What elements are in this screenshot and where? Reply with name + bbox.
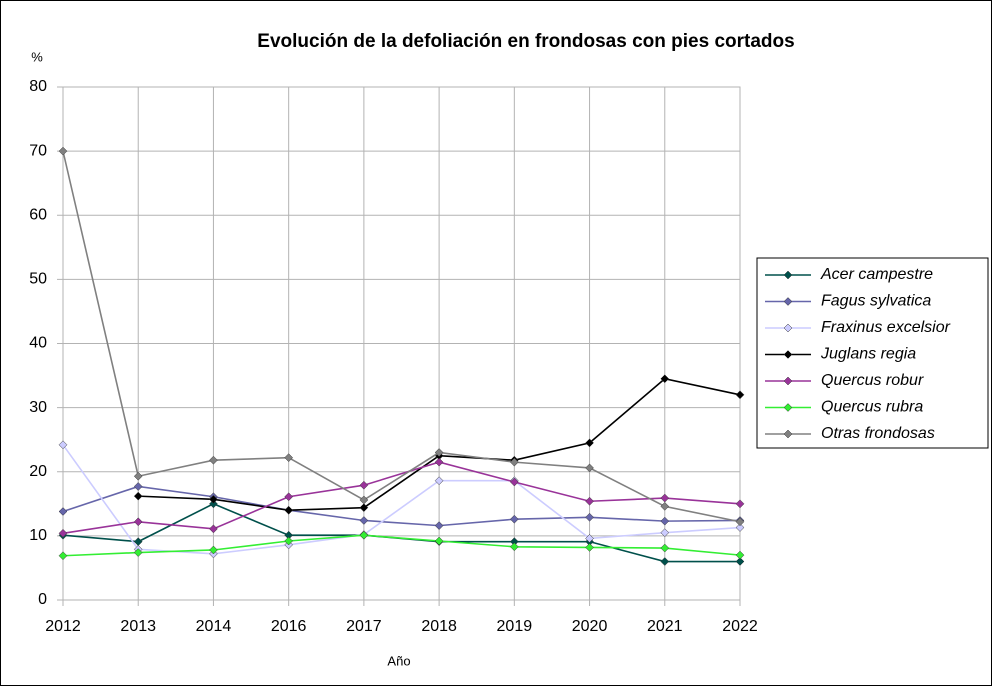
y-tick-label: 30 — [29, 399, 47, 416]
legend-label: Quercus robur — [821, 372, 924, 389]
series-line — [62, 485, 741, 527]
point — [660, 374, 670, 384]
x-tick-label: 2017 — [346, 618, 382, 635]
point — [209, 455, 218, 465]
point — [509, 457, 519, 467]
point — [133, 471, 143, 481]
point — [585, 543, 594, 552]
x-tick-label: 2020 — [572, 618, 608, 635]
point — [509, 477, 519, 487]
point — [660, 543, 670, 553]
x-tick-label: 2012 — [45, 618, 81, 635]
point — [660, 502, 670, 511]
point — [359, 495, 369, 505]
y-tick-label: 60 — [29, 206, 47, 223]
point — [284, 536, 294, 546]
point — [660, 528, 670, 538]
point — [284, 505, 294, 515]
series-line — [62, 150, 741, 523]
y-tick-label: 80 — [29, 78, 47, 95]
y-tick-label: 70 — [29, 142, 47, 159]
point — [585, 438, 594, 448]
x-tick-label: 2014 — [196, 618, 232, 635]
legend-marker — [783, 323, 793, 333]
point — [359, 480, 369, 490]
point — [58, 146, 68, 156]
point — [209, 524, 218, 534]
point — [509, 542, 519, 552]
point — [58, 507, 68, 516]
x-tick-label: 2022 — [722, 618, 758, 635]
legend-label: Juglans regia — [820, 346, 916, 363]
point — [735, 523, 745, 532]
point — [735, 499, 745, 509]
legend-marker — [783, 350, 793, 359]
point — [209, 494, 218, 504]
point — [284, 492, 294, 502]
point — [133, 491, 143, 501]
point — [660, 557, 670, 566]
point — [284, 453, 294, 462]
y-axis-label: % — [31, 49, 43, 64]
point — [209, 499, 218, 509]
x-axis-label: Año — [387, 653, 410, 668]
point — [434, 536, 444, 546]
point — [585, 463, 594, 473]
x-tick-label: 2016 — [271, 618, 307, 635]
point — [434, 521, 444, 530]
legend-label: Fraxinus excelsior — [821, 319, 951, 336]
point — [585, 496, 594, 506]
point — [359, 503, 369, 513]
point — [133, 517, 143, 527]
x-tick-label: 2019 — [497, 618, 533, 635]
legend-label: Quercus rubra — [821, 399, 923, 416]
point — [359, 530, 369, 540]
legend-label: Fagus sylvatica — [821, 293, 931, 310]
point — [359, 516, 369, 525]
x-tick-label: 2013 — [120, 618, 156, 635]
y-tick-label: 40 — [29, 335, 47, 352]
point — [735, 550, 745, 560]
y-tick-label: 0 — [38, 591, 47, 608]
legend-box — [756, 257, 989, 449]
point — [434, 457, 444, 467]
y-tick-label: 20 — [29, 463, 47, 480]
series-line — [62, 461, 741, 535]
point — [58, 551, 68, 561]
y-tick-label: 10 — [29, 527, 47, 544]
point — [585, 534, 594, 543]
point — [735, 390, 745, 400]
point — [133, 482, 143, 491]
legend-marker — [783, 403, 793, 412]
legend-marker — [783, 376, 793, 386]
point — [434, 476, 444, 486]
point — [735, 557, 745, 566]
chart-title: Evolución de la defoliación en frondosas… — [257, 31, 794, 52]
y-tick-label: 50 — [29, 271, 47, 288]
x-tick-label: 2021 — [647, 618, 683, 635]
series-line — [62, 534, 741, 557]
point — [58, 440, 68, 450]
point — [434, 448, 444, 457]
point — [133, 548, 143, 557]
point — [585, 512, 594, 522]
point — [660, 516, 670, 526]
plot-area — [62, 86, 741, 601]
point — [509, 514, 519, 524]
point — [209, 545, 218, 555]
legend-marker — [783, 429, 793, 439]
legend-marker — [783, 297, 793, 306]
x-tick-label: 2018 — [421, 618, 457, 635]
point — [735, 517, 745, 527]
legend-label: Otras frondosas — [821, 425, 935, 442]
legend-label: Acer campestre — [820, 266, 933, 283]
point — [58, 528, 68, 538]
legend-marker — [783, 270, 793, 280]
